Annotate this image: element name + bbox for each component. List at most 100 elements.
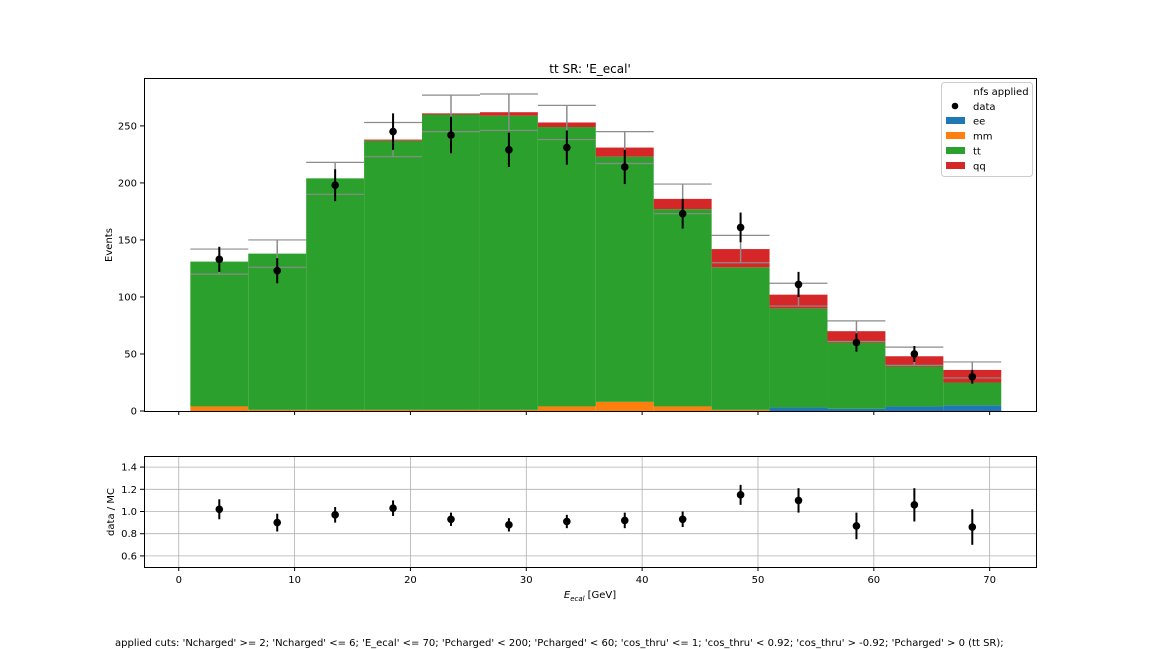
data-point-12 [910,350,919,358]
bar-mm-6 [537,406,596,411]
bar-ee-13 [943,405,1002,411]
ratio-y-ticks: 0.6 0.8 1.0 1.2 1.4 [121,463,144,562]
data-point-0 [215,255,224,264]
bar-ee-12 [885,406,944,411]
data-point-4 [447,131,455,139]
bar-tt-4 [422,114,480,410]
legend-series: ee mm tt qq [946,117,992,173]
bottom-axes-frame [144,456,1037,568]
legend-label-data: data [973,102,996,113]
data-point-11 [852,338,861,347]
ratio-point-4 [447,515,455,524]
ratio-point-9 [736,491,745,499]
data-point-10 [794,280,803,289]
ratio-panel: 0.6 0.8 1.0 1.2 1.4 0 10 20 30 40 50 60 70 data / M… [106,456,1037,603]
bar-mm-7 [595,401,654,411]
data-point-6 [563,143,571,152]
top-y-tick-label-200: 200 [118,178,137,189]
ratio-point-1 [273,518,282,527]
ratio-point-7 [620,516,629,525]
legend-label-mm: mm [973,132,992,143]
data-point-13 [968,372,977,381]
bar-tt-11 [827,342,886,409]
x-axis-label-base: E [564,590,571,601]
ratio-y-tick-label-0.6: 0.6 [121,551,137,562]
bar-tt-13 [943,382,1002,406]
data-point-3 [389,127,397,136]
legend-data-marker [951,102,959,110]
data-point-7 [620,163,629,171]
top-y-tick-label-100: 100 [118,292,137,303]
bar-tt-6 [537,127,596,407]
bar-mm-2 [306,409,365,411]
bar-tt-10 [769,308,828,408]
legend-item-tt: tt [946,147,981,158]
data-point-8 [678,209,687,218]
data-point-5 [505,146,513,154]
top-y-tick-label-150: 150 [118,235,137,246]
x-tick-label-0: 0 [176,575,182,586]
bar-mm-8 [653,406,712,411]
legend-label-tt: tt [973,147,981,158]
top-y-tick-label-50: 50 [124,349,137,360]
data-point-9 [736,223,745,232]
histogram-panel: tt SR: 'E_ecal' 0 50 100 150 200 250 Events n… [104,62,1037,418]
x-tick-label-20: 20 [404,575,417,586]
chart-title: tt SR: 'E_ecal' [549,62,631,76]
top-y-axis-label: Events [104,228,115,262]
ratio-point-2 [331,511,339,519]
bar-tt-3 [364,140,423,410]
bar-mm-4 [422,409,480,411]
bar-ee-10 [769,407,828,411]
x-axis-label-subscript: ecal [570,595,584,603]
bar-tt-7 [595,156,654,402]
legend-item-ee: ee [946,117,985,128]
ratio-point-0 [215,505,224,514]
ratio-y-tick-label-1.4: 1.4 [121,463,137,474]
ratio-x-ticks: 0 10 20 30 40 50 60 70 [176,567,996,586]
legend-label-qq: qq [973,162,986,173]
x-tick-label-40: 40 [636,575,649,586]
data-point-1 [273,266,282,275]
legend-item-mm: mm [946,132,992,143]
legend-swatch-ee [946,117,965,124]
ratio-point-12 [910,501,919,509]
bar-tt-0 [190,261,249,407]
legend-label-ee: ee [973,117,985,128]
data-point-2 [331,181,339,189]
ratio-grid [144,456,1036,567]
bar-mm-0 [190,406,249,411]
bar-ee-11 [827,408,886,411]
x-tick-label-70: 70 [983,575,996,586]
top-y-tick-label-250: 250 [118,121,137,132]
bar-tt-8 [653,209,712,407]
x-axis-label: Eecal [GeV] [564,590,616,603]
ratio-y-tick-label-1: 1.0 [121,507,137,518]
x-axis-label-unit: [GeV] [588,590,617,601]
legend-item-qq: qq [946,162,986,173]
ratio-point-11 [852,522,861,530]
legend-item-data: data [951,102,996,113]
x-tick-label-10: 10 [288,575,301,586]
bar-tt-2 [306,178,365,410]
ratio-y-tick-label-0.8: 0.8 [121,529,137,540]
bar-mm-5 [479,409,538,411]
ratio-point-13 [968,523,977,531]
mc-error-5 [479,93,538,132]
ratio-point-8 [678,515,687,524]
ratio-point-3 [389,504,397,512]
mc-uncertainty [190,93,1002,379]
legend: nfs applied data ee mm tt qq [941,82,1033,177]
bar-tt-9 [711,267,770,410]
legend-swatch-tt [946,147,965,154]
ratio-point-6 [563,517,571,526]
legend-swatch-qq [946,162,965,169]
x-tick-label-60: 60 [867,575,880,586]
ratio-y-tick-label-1.2: 1.2 [121,485,137,496]
legend-title: nfs applied [973,87,1028,98]
stacked-histogram [190,112,1002,411]
x-tick-label-50: 50 [752,575,765,586]
applied-cuts-text: applied cuts: 'Ncharged' >= 2; 'Ncharged… [115,638,1004,649]
bar-mm-1 [248,409,307,411]
